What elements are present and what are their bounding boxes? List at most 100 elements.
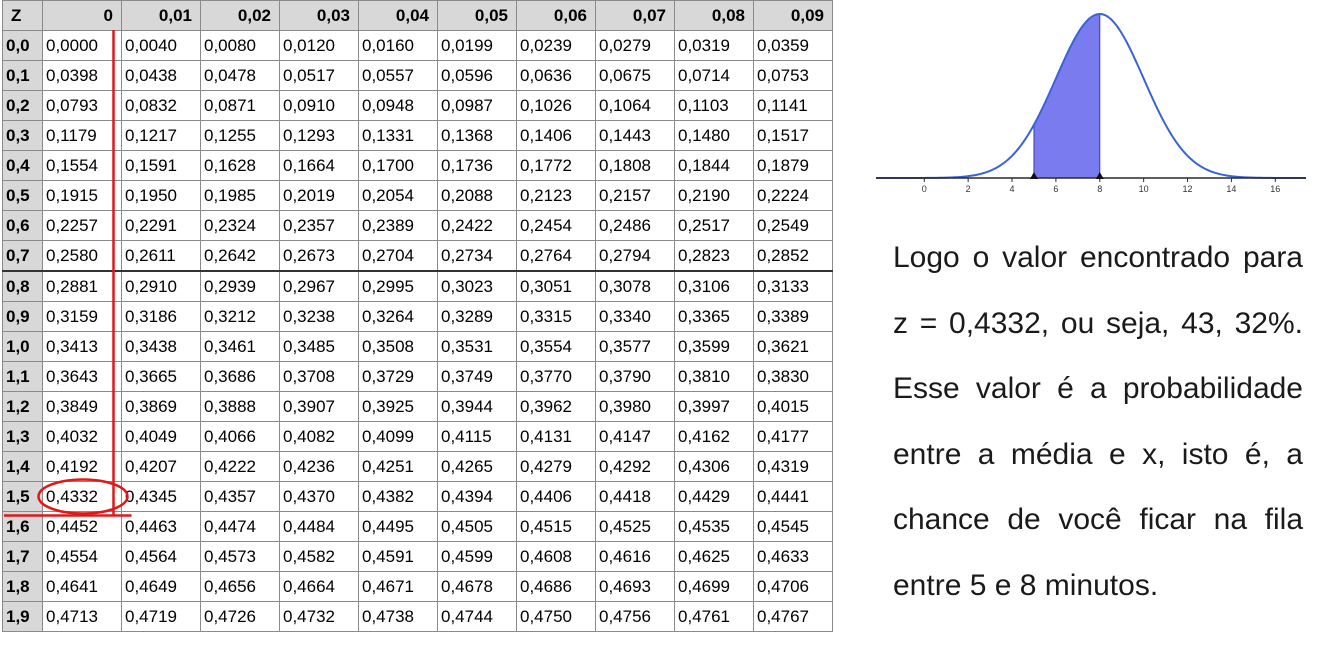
table-cell: 0,4082 xyxy=(279,421,359,452)
table-cell: 0,3133 xyxy=(753,270,833,302)
table-cell: 0,4382 xyxy=(358,481,438,512)
table-cell: 0,2764 xyxy=(516,240,596,272)
x-tick-label: 12 xyxy=(1183,184,1193,194)
table-cell: 0,4251 xyxy=(358,451,438,482)
table-cell: 0,1331 xyxy=(358,120,438,151)
table-cell: 0,4699 xyxy=(674,571,754,602)
table-cell: 0,2019 xyxy=(279,180,359,211)
table-row: 1,4 0,4192 0,4207 0,4222 0,4236 0,4251 0,4265 0… xyxy=(2,451,833,482)
table-cell: 0,3212 xyxy=(200,301,280,332)
table-cell: 0,3643 xyxy=(42,361,122,392)
table-cell: 0,4582 xyxy=(279,541,359,572)
table-cell: 0,1554 xyxy=(42,150,122,181)
table-cell: 0,3770 xyxy=(516,361,596,392)
table-row: 0,9 0,3159 0,3186 0,3212 0,3238 0,3264 0,3289 0… xyxy=(2,301,833,332)
table-row: 0,4 0,1554 0,1591 0,1628 0,1664 0,1700 0,1736 0… xyxy=(2,150,833,181)
z-table-container: Z 0 0,01 0,02 0,03 0,04 0,05 0,06 0,07 0,08 0,09 … xyxy=(2,0,833,632)
z-table-header-row: Z 0 0,01 0,02 0,03 0,04 0,05 0,06 0,07 0,08 0,09 xyxy=(2,0,833,31)
table-cell: 0,2224 xyxy=(753,180,833,211)
table-cell: 0,4750 xyxy=(516,601,596,632)
table-cell: 0,4767 xyxy=(753,601,833,632)
table-cell: 0,4564 xyxy=(121,541,201,572)
table-cell: 0,4726 xyxy=(200,601,280,632)
table-cell: 0,3665 xyxy=(121,361,201,392)
column-header: 0,02 xyxy=(200,0,280,31)
table-cell: 0,0675 xyxy=(595,60,675,91)
x-tick-label: 0 xyxy=(922,184,927,194)
table-cell: 0,1879 xyxy=(753,150,833,181)
z-table: Z 0 0,01 0,02 0,03 0,04 0,05 0,06 0,07 0,08 0,09 … xyxy=(2,0,833,632)
table-cell: 0,1772 xyxy=(516,150,596,181)
row-header: 0,9 xyxy=(2,301,43,332)
table-cell: 0,2054 xyxy=(358,180,438,211)
table-cell: 0,3708 xyxy=(279,361,359,392)
row-header: 0,3 xyxy=(2,120,43,151)
table-cell: 0,3389 xyxy=(753,301,833,332)
row-header: 1,3 xyxy=(2,421,43,452)
table-cell: 0,1141 xyxy=(753,90,833,121)
row-header: 0,5 xyxy=(2,180,43,211)
table-cell: 0,2939 xyxy=(200,270,280,302)
table-row: 1,0 0,3413 0,3438 0,3461 0,3485 0,3508 0,3531 0… xyxy=(2,331,833,362)
table-cell: 0,2549 xyxy=(753,210,833,241)
table-cell: 0,4535 xyxy=(674,511,754,542)
table-cell: 0,2580 xyxy=(42,240,122,272)
table-cell: 0,4656 xyxy=(200,571,280,602)
row-header: 1,7 xyxy=(2,541,43,572)
table-cell: 0,2088 xyxy=(437,180,517,211)
table-cell: 0,0753 xyxy=(753,60,833,91)
table-cell: 0,2794 xyxy=(595,240,675,272)
table-cell: 0,4429 xyxy=(674,481,754,512)
row-header: 0,7 xyxy=(2,240,43,272)
table-cell: 0,2967 xyxy=(279,270,359,302)
table-cell: 0,1255 xyxy=(200,120,280,151)
table-cell: 0,4608 xyxy=(516,541,596,572)
table-cell: 0,0359 xyxy=(753,30,833,61)
table-cell: 0,3264 xyxy=(358,301,438,332)
normal-curve-chart: 0 2 4 6 8 10 12 14 16 xyxy=(876,12,1306,194)
table-cell: 0,3888 xyxy=(200,391,280,422)
row-header: 0,0 xyxy=(2,30,43,61)
table-cell: 0,0714 xyxy=(674,60,754,91)
interval-marker xyxy=(1029,172,1038,179)
row-header: 0,8 xyxy=(2,270,43,302)
table-cell: 0,4545 xyxy=(753,511,833,542)
table-cell: 0,4099 xyxy=(358,421,438,452)
table-cell: 0,2486 xyxy=(595,210,675,241)
table-cell: 0,4357 xyxy=(200,481,280,512)
column-header: 0,06 xyxy=(516,0,596,31)
table-cell: 0,1406 xyxy=(516,120,596,151)
interval-marker xyxy=(1095,172,1104,179)
table-cell: 0,4370 xyxy=(279,481,359,512)
table-cell: 0,4306 xyxy=(674,451,754,482)
table-cell: 0,4591 xyxy=(358,541,438,572)
table-cell: 0,3790 xyxy=(595,361,675,392)
table-cell: 0,0596 xyxy=(437,60,517,91)
table-cell: 0,3023 xyxy=(437,270,517,302)
table-row: 0,2 0,0793 0,0832 0,0871 0,0910 0,0948 0,0987 0… xyxy=(2,90,833,121)
table-cell: 0,4406 xyxy=(516,481,596,512)
table-cell: 0,4418 xyxy=(595,481,675,512)
x-tick-label: 8 xyxy=(1097,184,1102,194)
table-cell: 0,2157 xyxy=(595,180,675,211)
shaded-area xyxy=(1033,13,1101,179)
table-cell: 0,2257 xyxy=(42,210,122,241)
table-cell: 0,0160 xyxy=(358,30,438,61)
row-header: 1,9 xyxy=(2,601,43,632)
table-cell: 0,0987 xyxy=(437,90,517,121)
highlighted-cell: 0,4332 xyxy=(42,481,122,512)
table-cell: 0,3925 xyxy=(358,391,438,422)
table-cell: 0,4686 xyxy=(516,571,596,602)
table-cell: 0,3997 xyxy=(674,391,754,422)
table-cell: 0,0793 xyxy=(42,90,122,121)
table-cell: 0,4616 xyxy=(595,541,675,572)
table-cell: 0,4032 xyxy=(42,421,122,452)
table-cell: 0,4207 xyxy=(121,451,201,482)
table-cell: 0,1736 xyxy=(437,150,517,181)
table-cell: 0,2704 xyxy=(358,240,438,272)
table-cell: 0,4484 xyxy=(279,511,359,542)
table-cell: 0,0517 xyxy=(279,60,359,91)
table-cell: 0,0279 xyxy=(595,30,675,61)
table-cell: 0,2611 xyxy=(121,240,201,272)
row-header: 0,4 xyxy=(2,150,43,181)
